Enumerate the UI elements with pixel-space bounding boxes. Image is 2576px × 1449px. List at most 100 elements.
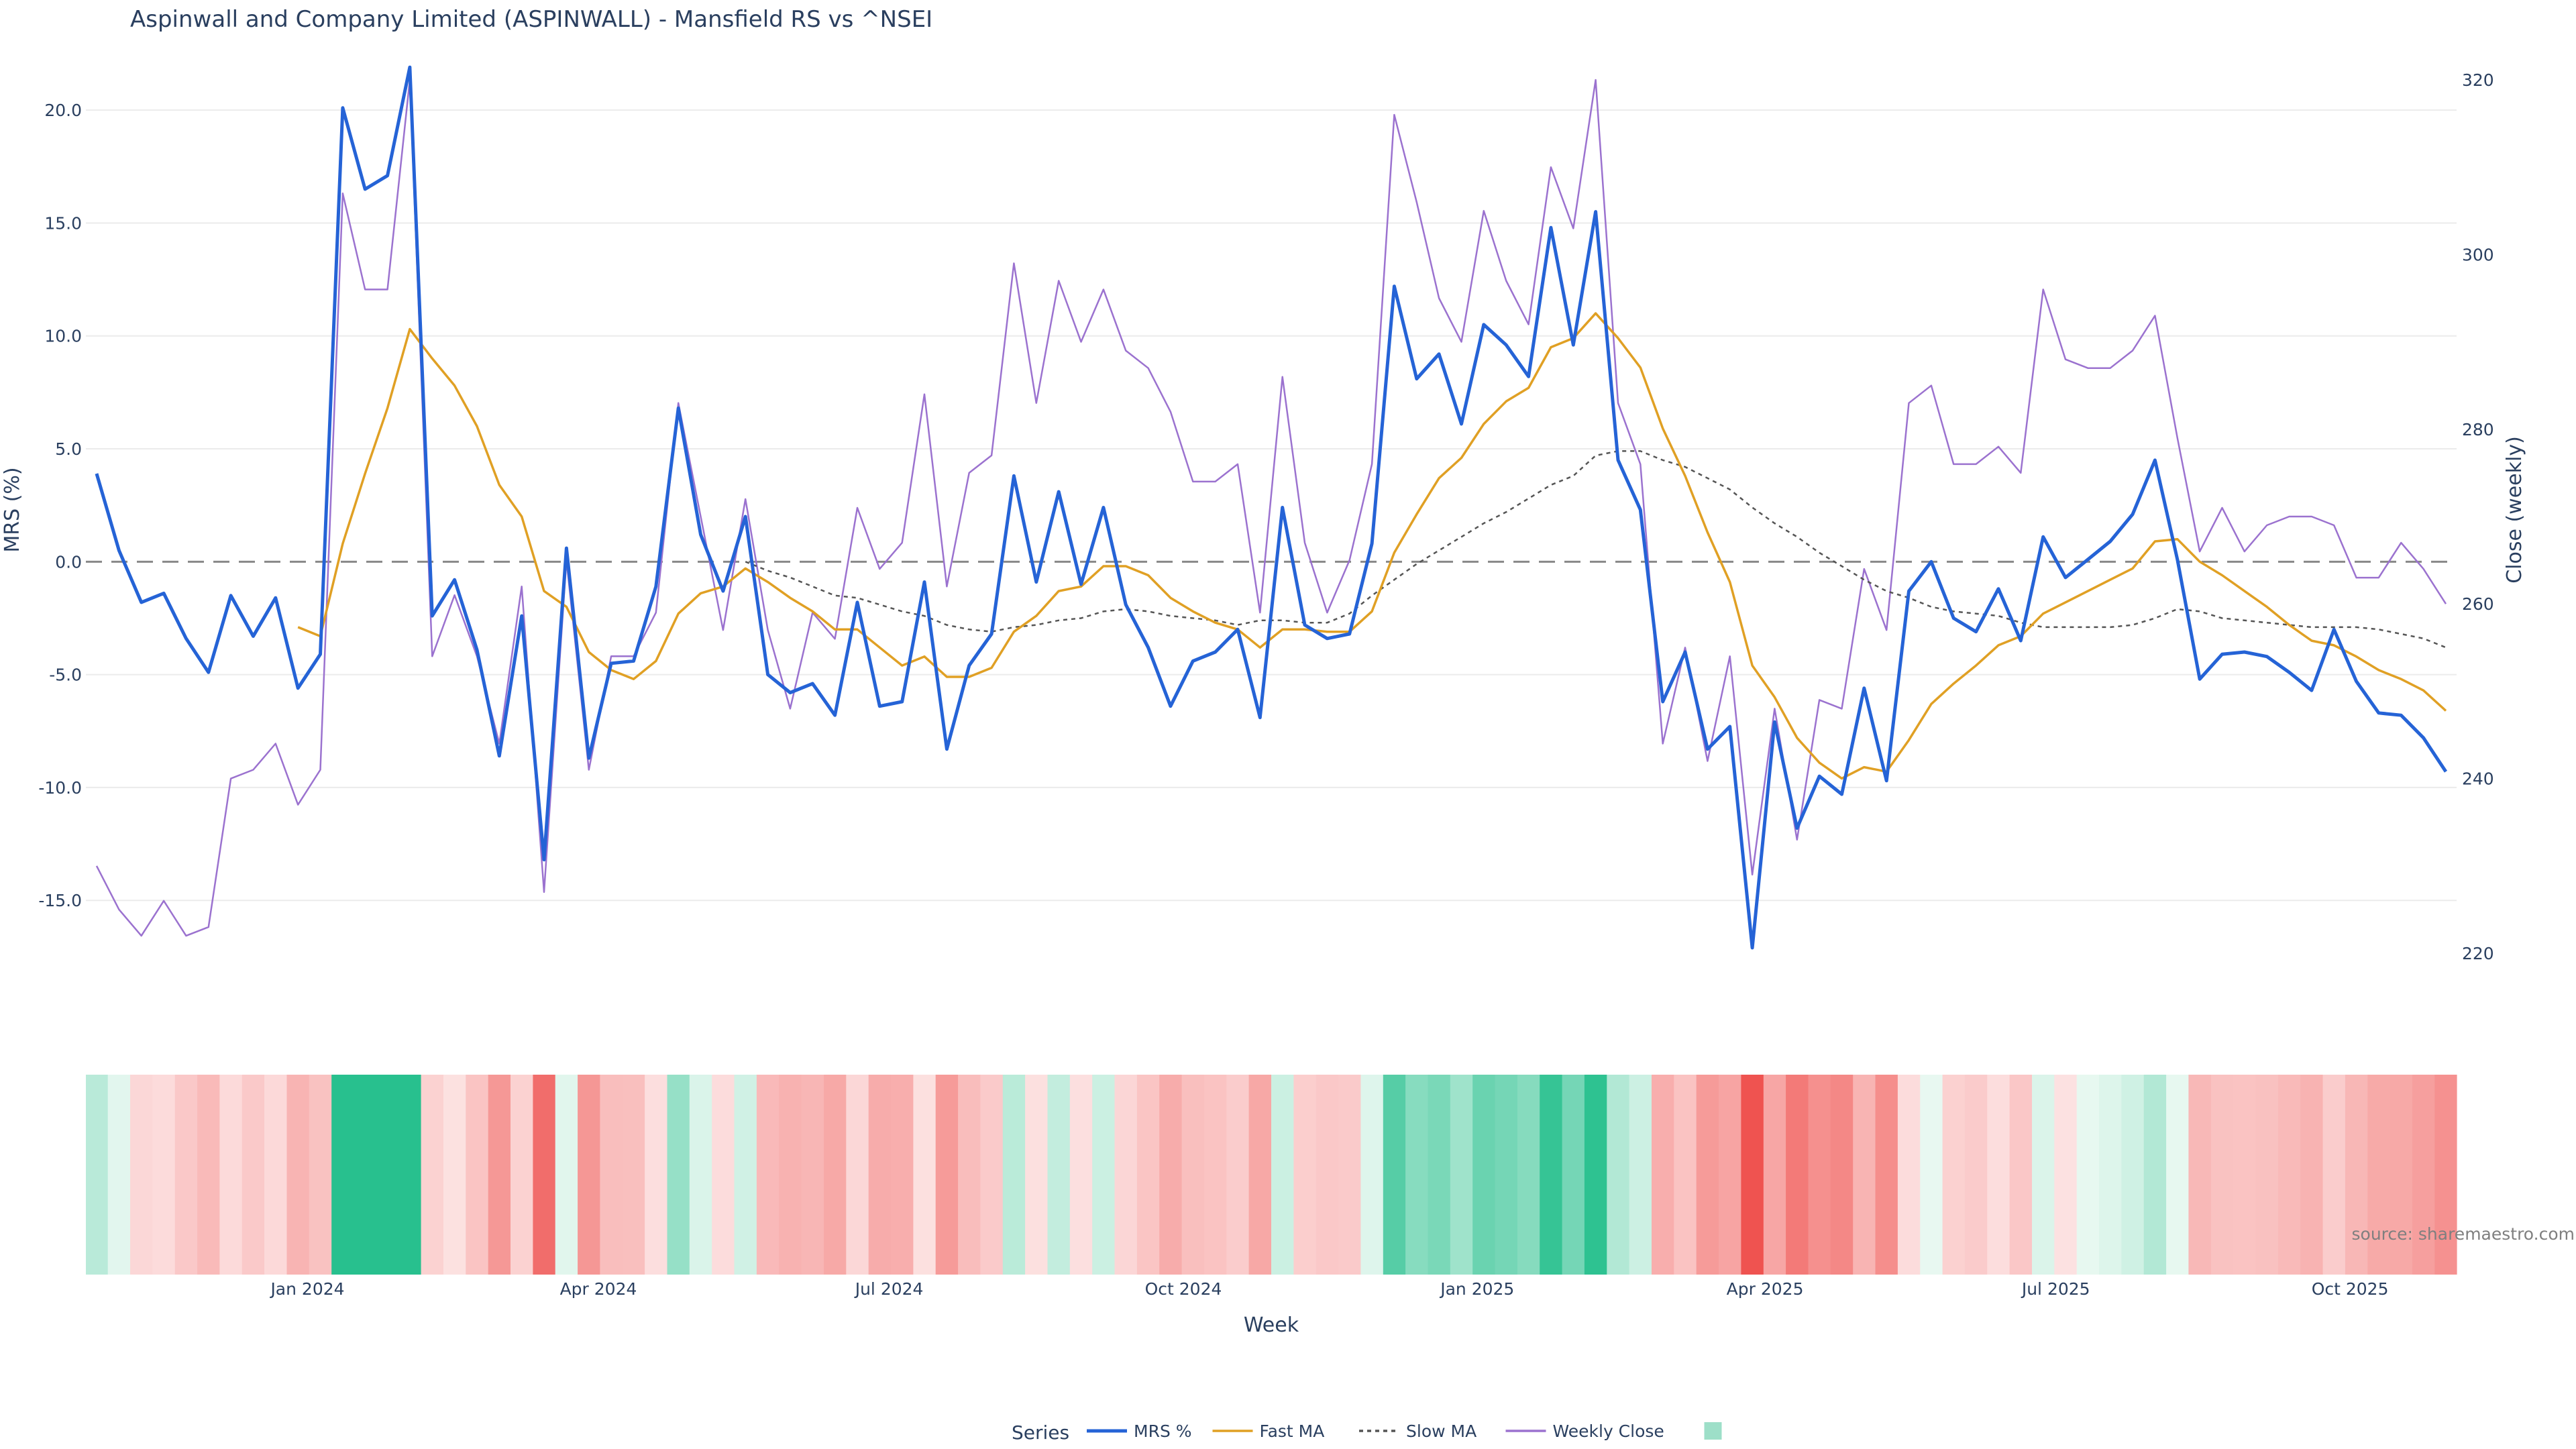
y-left-tick-label: -5.0	[49, 665, 82, 685]
heatmap-cell	[2121, 1075, 2145, 1275]
heatmap-cell	[1069, 1075, 1093, 1275]
heatmap-cell	[2345, 1075, 2368, 1275]
heatmap-cell	[2099, 1075, 2122, 1275]
heatmap-cell	[86, 1075, 109, 1275]
heatmap-cell	[2009, 1075, 2033, 1275]
legend-label: MRS %	[1134, 1421, 1192, 1441]
heatmap-cell	[667, 1075, 690, 1275]
x-axis-title: Week	[1244, 1313, 1299, 1337]
heatmap-cell	[1719, 1075, 1741, 1275]
heatmap-cell	[779, 1075, 802, 1275]
heatmap-cell	[1472, 1075, 1496, 1275]
heatmap-cell	[2367, 1075, 2391, 1275]
x-tick-label: Apr 2025	[1727, 1279, 1804, 1299]
heatmap-cell	[219, 1075, 243, 1275]
heatmap-cell	[488, 1075, 511, 1275]
y-left-tick-label: 10.0	[44, 327, 82, 346]
legend-label: Fast MA	[1260, 1421, 1325, 1441]
heatmap-cell	[1428, 1075, 1451, 1275]
heatmap-cell	[1629, 1075, 1652, 1275]
heatmap-cell	[868, 1075, 892, 1275]
heatmap-cell	[1562, 1075, 1585, 1275]
y-right-tick-label: 220	[2462, 944, 2494, 963]
heatmap-cell	[1338, 1075, 1362, 1275]
chart-title: Aspinwall and Company Limited (ASPINWALL…	[130, 6, 932, 33]
y-right-tick-label: 260	[2462, 594, 2494, 614]
heatmap-cell	[1875, 1075, 1898, 1275]
left-axis-ticks: 20.0 15.0 10.0 5.0 0.0 -5.0 -10.0 -15.0	[38, 101, 82, 910]
heatmap-cell	[174, 1075, 198, 1275]
heatmap-cell	[1092, 1075, 1116, 1275]
heatmap-cell	[1741, 1075, 1764, 1275]
heatmap-cell	[1584, 1075, 1607, 1275]
legend: Series MRS % Fast MA Slow MA Weekly Close	[1012, 1421, 1722, 1444]
heatmap-cell	[1002, 1075, 1026, 1275]
heatmap-cell	[421, 1075, 444, 1275]
legend-items: MRS % Fast MA Slow MA Weekly Close	[1087, 1421, 1722, 1441]
heatmap-cell	[712, 1075, 735, 1275]
heatmap-cell	[1203, 1075, 1227, 1275]
heatmap-cell	[1652, 1075, 1674, 1275]
heatmap-cell	[2300, 1075, 2324, 1275]
heatmap-cell	[1293, 1075, 1317, 1275]
heatmap-cell	[354, 1075, 377, 1275]
y-right-tick-label: 240	[2462, 769, 2494, 789]
x-tick-label: Jul 2024	[854, 1279, 924, 1299]
heatmap-cell	[1025, 1075, 1049, 1275]
heatmap-cell	[2188, 1075, 2212, 1275]
legend-title: Series	[1012, 1421, 1069, 1444]
y-left-tick-label: 15.0	[44, 213, 82, 233]
heatmap-cell	[689, 1075, 712, 1275]
heatmap-cell	[1920, 1075, 1943, 1275]
heatmap-cell	[1226, 1075, 1250, 1275]
heatmap-cell	[1964, 1075, 1988, 1275]
heatmap-cell	[241, 1075, 265, 1275]
heatmap-cell	[2054, 1075, 2078, 1275]
heatmap-cell	[1450, 1075, 1473, 1275]
right-axis-ticks: 320 300 280 260 240 220	[2462, 70, 2494, 963]
heatmap-cell	[600, 1075, 623, 1275]
y-axis-left-title: MRS (%)	[1, 467, 24, 552]
heatmap-cell	[980, 1075, 1004, 1275]
heatmap-cell	[958, 1075, 981, 1275]
heatmap-cell	[511, 1075, 533, 1275]
x-tick-label: Apr 2024	[560, 1279, 637, 1299]
heatmap-cell	[801, 1075, 824, 1275]
heatmap-cell	[309, 1075, 332, 1275]
heatmap-cell	[1517, 1075, 1540, 1275]
heatmap-cell	[2233, 1075, 2257, 1275]
heatmap-cell	[555, 1075, 578, 1275]
heatmap-cell	[2434, 1075, 2457, 1275]
heatmap-cell	[286, 1075, 310, 1275]
heatmap-cell	[466, 1075, 489, 1275]
y-left-tick-label: 5.0	[55, 439, 82, 459]
heatmap-cell	[130, 1075, 153, 1275]
gridlines	[86, 109, 2457, 902]
heatmap-cell	[1383, 1075, 1406, 1275]
heatmap-cell	[376, 1075, 399, 1275]
mrs-heatmap-strip	[86, 1075, 2457, 1275]
heatmap-cell	[1897, 1075, 1921, 1275]
heatmap-cell	[1360, 1075, 1384, 1275]
heatmap-cell	[734, 1075, 757, 1275]
heatmap-cell	[2032, 1075, 2055, 1275]
heatmap-cell	[2322, 1075, 2346, 1275]
heatmap-cell	[1696, 1075, 1719, 1275]
heatmap-cell	[1942, 1075, 1966, 1275]
x-tick-label: Oct 2024	[1145, 1279, 1222, 1299]
heatmap-cell	[2412, 1075, 2435, 1275]
source-note: source: sharemaestro.com	[2352, 1224, 2575, 1244]
heatmap-cell	[913, 1075, 936, 1275]
heatmap-cell	[846, 1075, 869, 1275]
legend-label: Slow MA	[1406, 1421, 1477, 1441]
heatmap-cell	[756, 1075, 780, 1275]
heatmap-cell	[1607, 1075, 1630, 1275]
x-tick-label: Jan 2025	[1439, 1279, 1514, 1299]
heatmap-cell	[622, 1075, 645, 1275]
heatmap-cell	[1136, 1075, 1160, 1275]
x-tick-label: Jan 2024	[269, 1279, 344, 1299]
heatmap-cell	[152, 1075, 176, 1275]
heatmap-cell	[1853, 1075, 1876, 1275]
heatmap-cell	[107, 1075, 131, 1275]
